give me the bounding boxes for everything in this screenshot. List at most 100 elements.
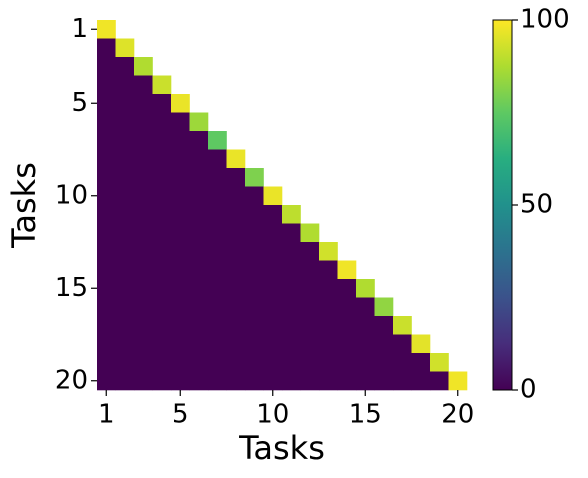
- cell: [115, 75, 135, 95]
- cell: [208, 186, 227, 206]
- cell: [134, 205, 153, 224]
- cell: [245, 260, 264, 280]
- cell: [208, 297, 227, 317]
- cell: [171, 205, 190, 224]
- cell: [189, 242, 209, 261]
- cell: [171, 186, 190, 206]
- cell: [97, 112, 116, 132]
- cell: [226, 334, 246, 354]
- cell: [319, 279, 338, 298]
- cell: [282, 223, 301, 243]
- cell: [115, 260, 135, 280]
- cell: [152, 168, 172, 187]
- cell: [393, 334, 412, 354]
- cell: [152, 75, 172, 95]
- cell: [300, 223, 320, 243]
- y-tick-label: 1: [71, 14, 88, 44]
- cell: [208, 279, 227, 298]
- cell: [208, 316, 227, 335]
- cell: [152, 94, 172, 113]
- cell: [134, 75, 153, 95]
- cell: [263, 260, 283, 280]
- cell: [263, 353, 283, 372]
- cell: [393, 371, 412, 391]
- cell: [152, 149, 172, 169]
- cell: [245, 186, 264, 206]
- cell: [208, 242, 227, 261]
- cell: [134, 168, 153, 187]
- cell: [134, 297, 153, 317]
- cell: [171, 149, 190, 169]
- cell: [97, 297, 116, 317]
- cell: [152, 223, 172, 243]
- cell: [152, 131, 172, 150]
- cell: [300, 279, 320, 298]
- cell: [430, 353, 449, 372]
- cell: [189, 149, 209, 169]
- cell: [134, 242, 153, 261]
- y-tick-label: 20: [55, 365, 88, 395]
- cell: [152, 371, 172, 391]
- cell: [97, 186, 116, 206]
- cell: [448, 371, 468, 391]
- cell: [152, 353, 172, 372]
- cell: [97, 131, 116, 150]
- cell: [97, 75, 116, 95]
- cell: [115, 38, 135, 58]
- cell: [208, 334, 227, 354]
- cell: [374, 297, 394, 317]
- cell: [263, 242, 283, 261]
- cell: [263, 186, 283, 206]
- cell: [171, 371, 190, 391]
- cell: [356, 334, 375, 354]
- cell: [263, 334, 283, 354]
- cell: [226, 149, 246, 169]
- x-tick-label: 10: [256, 400, 289, 430]
- cell: [208, 205, 227, 224]
- cell: [115, 186, 135, 206]
- cell: [226, 260, 246, 280]
- cell: [97, 20, 116, 39]
- cell: [319, 371, 338, 391]
- cell: [208, 371, 227, 391]
- cell: [208, 260, 227, 280]
- cell: [282, 205, 301, 224]
- cell: [97, 242, 116, 261]
- cell: [97, 371, 116, 391]
- cell: [189, 334, 209, 354]
- cell: [226, 168, 246, 187]
- cell: [115, 205, 135, 224]
- cell: [319, 297, 338, 317]
- cell: [152, 186, 172, 206]
- cell: [245, 316, 264, 335]
- cell: [337, 297, 357, 317]
- cell: [134, 223, 153, 243]
- cell: [134, 260, 153, 280]
- cell: [337, 260, 357, 280]
- cell: [97, 353, 116, 372]
- cell: [319, 316, 338, 335]
- cell: [300, 371, 320, 391]
- cell: [97, 149, 116, 169]
- cell: [171, 353, 190, 372]
- cell: [319, 353, 338, 372]
- cell: [245, 223, 264, 243]
- cell: [171, 297, 190, 317]
- cell: [171, 223, 190, 243]
- cell: [134, 371, 153, 391]
- cell: [282, 260, 301, 280]
- cell: [245, 205, 264, 224]
- cell: [115, 371, 135, 391]
- cell: [97, 279, 116, 298]
- cell: [189, 186, 209, 206]
- cell: [189, 353, 209, 372]
- cell: [356, 279, 375, 298]
- cell: [115, 149, 135, 169]
- cell: [282, 334, 301, 354]
- cell: [134, 112, 153, 132]
- cell: [282, 353, 301, 372]
- cell: [189, 205, 209, 224]
- cell: [337, 334, 357, 354]
- cell: [115, 334, 135, 354]
- cell: [226, 186, 246, 206]
